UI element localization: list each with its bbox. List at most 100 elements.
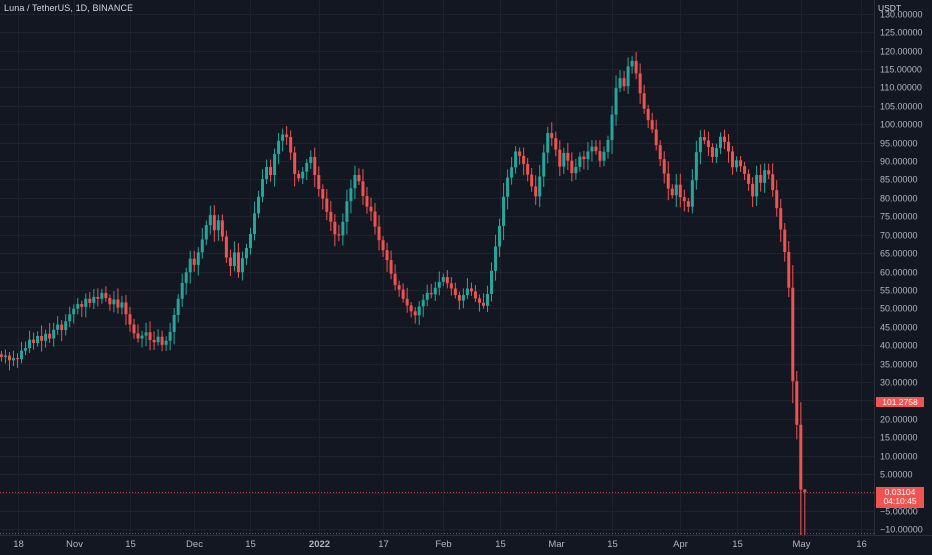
- candle-body: [293, 152, 297, 174]
- candle: [40, 325, 44, 352]
- candle-body: [698, 137, 702, 153]
- candle: [289, 130, 293, 161]
- candle-body: [156, 336, 160, 343]
- candle: [799, 402, 803, 535]
- symbol-title[interactable]: Luna / TetherUS, 1D, BINANCE: [4, 3, 134, 13]
- candle: [236, 243, 240, 278]
- candle: [321, 184, 325, 210]
- candle-body: [140, 335, 144, 339]
- candle-body: [791, 287, 795, 382]
- x-tick-label: 15: [607, 539, 618, 550]
- candle: [755, 165, 759, 206]
- y-tick-label: 50.00000: [880, 304, 918, 314]
- candle-body: [542, 152, 546, 177]
- candle-body: [76, 303, 80, 309]
- candle: [702, 129, 706, 145]
- x-tick-label: May: [793, 539, 811, 550]
- candle: [550, 122, 554, 147]
- candle-body: [248, 233, 252, 248]
- candle: [546, 126, 550, 164]
- candle-body: [361, 181, 365, 197]
- candle-body: [775, 190, 779, 209]
- candle: [76, 298, 80, 315]
- candle: [216, 214, 220, 241]
- candle-body: [373, 211, 377, 227]
- candle-body: [24, 348, 28, 351]
- candle: [542, 144, 546, 188]
- candle-body: [345, 201, 349, 222]
- candle: [791, 265, 795, 404]
- price-axis[interactable]: 130.00000 125.00000 120.00000 115.00000 110.…: [880, 10, 923, 535]
- candle-body: [200, 239, 204, 253]
- candle-body: [690, 180, 694, 207]
- candle: [56, 316, 60, 335]
- candle-body: [566, 152, 570, 161]
- candle-body: [397, 285, 401, 290]
- candle: [72, 304, 76, 324]
- candle: [465, 277, 469, 300]
- candle-body: [554, 138, 558, 150]
- y-tick-label: 90.00000: [880, 157, 918, 167]
- candle-body: [727, 141, 731, 152]
- candle-body: [64, 321, 68, 331]
- candle-body: [333, 221, 337, 235]
- candle: [220, 214, 224, 242]
- y-tick-label: 15.00000: [880, 433, 918, 443]
- candle: [228, 249, 232, 277]
- candle-body: [783, 229, 787, 253]
- candle-body: [325, 198, 329, 212]
- candle: [538, 164, 542, 208]
- candle-body: [731, 151, 735, 168]
- candle: [682, 189, 686, 212]
- candle-body: [594, 146, 598, 152]
- candle-body: [722, 136, 726, 142]
- candle-body: [369, 206, 373, 212]
- candle: [686, 197, 690, 213]
- candle: [341, 213, 345, 246]
- candle: [84, 293, 88, 318]
- candle: [570, 152, 574, 182]
- x-tick-label: 2022: [309, 539, 330, 550]
- candle-body: [184, 272, 188, 283]
- candle: [164, 336, 168, 351]
- candle: [574, 158, 578, 180]
- candle: [244, 243, 248, 265]
- candle: [469, 282, 473, 296]
- candle-body: [634, 60, 638, 74]
- candle: [285, 126, 289, 145]
- candle: [449, 277, 453, 296]
- candle: [751, 177, 755, 208]
- bar-countdown: 04:10:45: [883, 496, 917, 506]
- candle: [192, 250, 196, 272]
- candle-body: [176, 298, 180, 315]
- candle: [429, 283, 433, 299]
- candle: [48, 323, 52, 344]
- candle-body: [40, 335, 44, 341]
- y-tick-label: 100.00000: [880, 120, 923, 130]
- y-tick-label: 10.00000: [880, 452, 918, 462]
- candle: [485, 285, 489, 313]
- candle: [92, 288, 96, 310]
- candle: [606, 135, 610, 159]
- candle-body: [265, 166, 269, 180]
- candle: [349, 179, 353, 214]
- candle-body: [277, 140, 281, 155]
- candle-body: [413, 311, 417, 316]
- candle-body: [7, 355, 11, 361]
- candle-body: [618, 78, 622, 89]
- candle: [204, 220, 208, 246]
- candle: [265, 159, 269, 184]
- candle: [453, 282, 457, 299]
- candle: [104, 286, 108, 302]
- candle-body: [445, 277, 449, 284]
- candle: [36, 331, 40, 347]
- candle-body: [662, 159, 666, 174]
- candle-body: [755, 175, 759, 197]
- time-axis[interactable]: 18 Nov 15 Dec 15 2022 17 Feb 15 Mar 15 Apr 15 May 16: [13, 539, 867, 550]
- candle-body: [28, 339, 32, 349]
- candle: [526, 157, 530, 182]
- candle-body: [305, 162, 309, 172]
- candle-body: [44, 333, 48, 341]
